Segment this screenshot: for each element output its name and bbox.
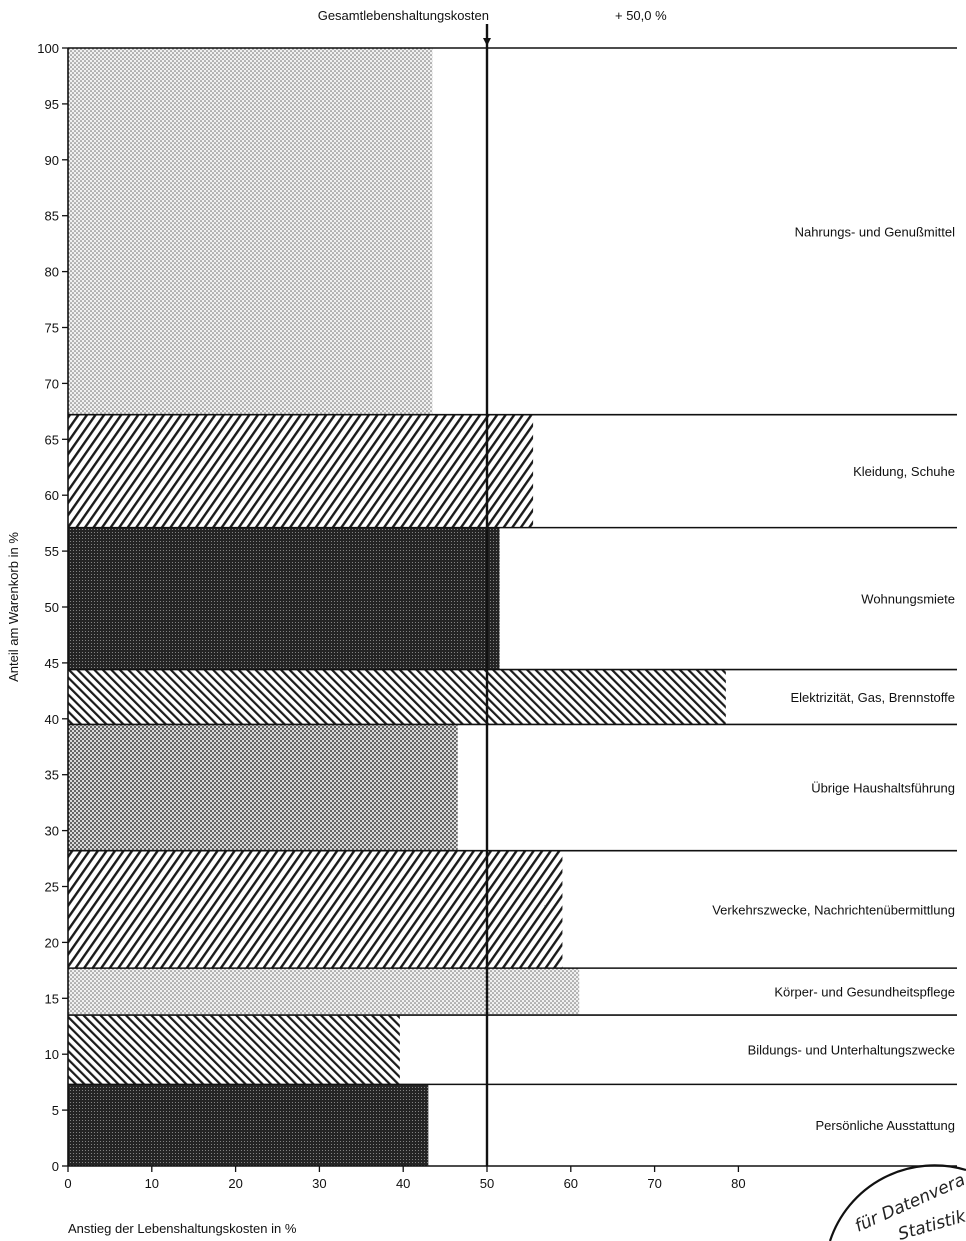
bar-4: [68, 724, 458, 851]
x-tick-label-3: 30: [312, 1176, 326, 1191]
y-tick-label-11: 55: [45, 544, 59, 559]
y-tick-label-12: 60: [45, 488, 59, 503]
reference-line-label: Gesamtlebenshaltungskosten: [318, 8, 489, 23]
y-tick-label-1: 5: [52, 1103, 59, 1118]
bar-1: [68, 1015, 400, 1085]
bar-2: [68, 968, 580, 1016]
x-tick-label-2: 20: [228, 1176, 242, 1191]
category-label-7: Kleidung, Schuhe: [853, 464, 955, 479]
category-label-5: Elektrizität, Gas, Brennstoffe: [791, 690, 956, 705]
y-tick-label-17: 85: [45, 209, 59, 224]
y-tick-label-7: 35: [45, 768, 59, 783]
axes-layer: 0 5 10 15 20 25 30 35 40 45 50 55 60 65 70 75 80 85 90 95 10…: [37, 41, 957, 1191]
y-tick-label-6: 30: [45, 824, 59, 839]
x-tick-label-7: 70: [647, 1176, 661, 1191]
bars-layer: [68, 48, 726, 1166]
y-tick-label-9: 45: [45, 656, 59, 671]
y-tick-label-16: 80: [45, 265, 59, 280]
y-tick-label-13: 65: [45, 432, 59, 447]
category-label-6: Wohnungsmiete: [861, 592, 955, 607]
category-label-3: Verkehrszwecke, Nachrichtenübermittlung: [712, 902, 955, 917]
y-tick-label-20: 100: [37, 41, 59, 56]
y-tick-label-10: 50: [45, 600, 59, 615]
archive-stamp: für Datenvera Statistik: [828, 1164, 966, 1241]
y-tick-label-2: 10: [45, 1047, 59, 1062]
bar-8: [68, 48, 433, 415]
x-tick-label-5: 50: [480, 1176, 494, 1191]
y-tick-label-14: 70: [45, 376, 59, 391]
y-tick-label-18: 90: [45, 153, 59, 168]
y-tick-label-5: 25: [45, 880, 59, 895]
x-tick-label-0: 0: [64, 1176, 71, 1191]
x-axis-title: Anstieg der Lebenshaltungskosten in %: [68, 1221, 297, 1236]
bar-5: [68, 669, 726, 725]
y-tick-label-0: 0: [52, 1159, 59, 1174]
y-tick-label-3: 15: [45, 991, 59, 1006]
category-label-8: Nahrungs- und Genußmittel: [795, 224, 956, 239]
bar-7: [68, 414, 534, 528]
category-label-1: Bildungs- und Unterhaltungszwecke: [748, 1043, 955, 1058]
y-tick-label-4: 20: [45, 935, 59, 950]
x-tick-label-8: 80: [731, 1176, 745, 1191]
x-tick-label-1: 10: [145, 1176, 159, 1191]
x-tick-label-4: 40: [396, 1176, 410, 1191]
bar-6: [68, 527, 500, 670]
reference-line-group: Gesamtlebenshaltungskosten + 50,0 %: [318, 8, 667, 1166]
y-axis-title: Anteil am Warenkorb in %: [6, 532, 21, 682]
y-tick-label-15: 75: [45, 321, 59, 336]
x-tick-label-6: 60: [564, 1176, 578, 1191]
bar-0: [68, 1084, 429, 1166]
category-label-4: Übrige Haushaltsführung: [811, 781, 955, 796]
category-label-0: Persönliche Ausstattung: [816, 1118, 955, 1133]
divider-lines-layer: [68, 47, 957, 1086]
bar-3: [68, 850, 563, 969]
y-tick-label-8: 40: [45, 712, 59, 727]
category-labels-layer: Persönliche Ausstattung Bildungs- und Unt…: [712, 224, 955, 1133]
category-label-2: Körper- und Gesundheitspflege: [774, 985, 955, 1000]
y-tick-label-19: 95: [45, 97, 59, 112]
reference-arrow: [483, 38, 491, 46]
reference-line-value: + 50,0 %: [615, 8, 667, 23]
